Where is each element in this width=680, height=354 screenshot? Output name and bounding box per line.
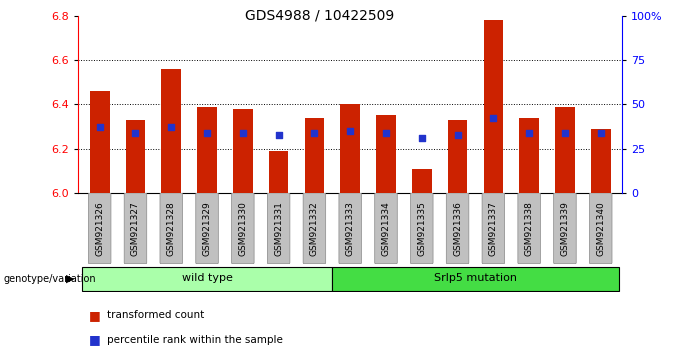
FancyBboxPatch shape <box>160 193 182 264</box>
Text: GSM921331: GSM921331 <box>274 201 283 256</box>
Text: GSM921338: GSM921338 <box>525 201 534 256</box>
Bar <box>483 20 503 193</box>
Point <box>452 132 463 138</box>
Text: ■: ■ <box>88 309 100 321</box>
Bar <box>555 107 575 193</box>
FancyBboxPatch shape <box>590 193 612 264</box>
Point <box>166 124 177 130</box>
FancyBboxPatch shape <box>88 193 111 264</box>
Text: GSM921327: GSM921327 <box>131 201 140 256</box>
Text: GSM921336: GSM921336 <box>453 201 462 256</box>
Point <box>95 124 105 130</box>
Bar <box>161 69 181 193</box>
Text: Srlp5 mutation: Srlp5 mutation <box>434 273 517 283</box>
Text: GSM921335: GSM921335 <box>418 201 426 256</box>
Point <box>309 130 320 136</box>
Point <box>345 128 356 134</box>
Text: ■: ■ <box>88 333 100 346</box>
Text: GSM921337: GSM921337 <box>489 201 498 256</box>
FancyBboxPatch shape <box>375 193 397 264</box>
Text: GSM921334: GSM921334 <box>381 201 390 256</box>
FancyBboxPatch shape <box>124 193 147 264</box>
Bar <box>269 151 288 193</box>
Point <box>273 132 284 138</box>
FancyBboxPatch shape <box>411 193 433 264</box>
Text: GSM921340: GSM921340 <box>596 201 605 256</box>
Bar <box>233 109 253 193</box>
Point <box>416 135 427 141</box>
Text: genotype/variation: genotype/variation <box>3 274 96 284</box>
Text: GSM921330: GSM921330 <box>238 201 248 256</box>
Bar <box>126 120 146 193</box>
Point <box>381 130 392 136</box>
Text: wild type: wild type <box>182 273 233 283</box>
FancyBboxPatch shape <box>196 193 218 264</box>
Text: GDS4988 / 10422509: GDS4988 / 10422509 <box>245 9 394 23</box>
Point <box>560 130 571 136</box>
Point <box>201 130 212 136</box>
Text: ▶: ▶ <box>66 274 74 284</box>
Text: GSM921339: GSM921339 <box>560 201 569 256</box>
Bar <box>90 91 109 193</box>
Point <box>488 115 499 121</box>
Bar <box>82 267 333 291</box>
Text: percentile rank within the sample: percentile rank within the sample <box>107 335 284 345</box>
FancyBboxPatch shape <box>232 193 254 264</box>
Bar <box>520 118 539 193</box>
Bar <box>591 129 611 193</box>
Bar <box>376 115 396 193</box>
Bar <box>447 120 467 193</box>
FancyBboxPatch shape <box>518 193 541 264</box>
Bar <box>341 104 360 193</box>
Text: transformed count: transformed count <box>107 310 205 320</box>
Text: GSM921332: GSM921332 <box>310 201 319 256</box>
FancyBboxPatch shape <box>267 193 290 264</box>
FancyBboxPatch shape <box>446 193 469 264</box>
Text: GSM921329: GSM921329 <box>203 201 211 256</box>
Text: GSM921333: GSM921333 <box>345 201 355 256</box>
FancyBboxPatch shape <box>482 193 505 264</box>
Text: GSM921326: GSM921326 <box>95 201 104 256</box>
FancyBboxPatch shape <box>303 193 326 264</box>
Point <box>237 130 248 136</box>
Point <box>524 130 534 136</box>
Point <box>130 130 141 136</box>
FancyBboxPatch shape <box>339 193 362 264</box>
Bar <box>412 169 432 193</box>
Bar <box>197 107 217 193</box>
FancyBboxPatch shape <box>554 193 576 264</box>
Bar <box>305 118 324 193</box>
Bar <box>333 267 619 291</box>
Text: GSM921328: GSM921328 <box>167 201 175 256</box>
Point <box>595 130 606 136</box>
